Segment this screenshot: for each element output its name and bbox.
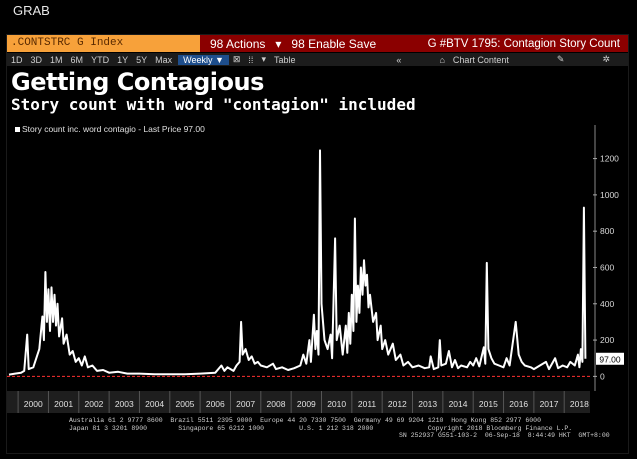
x-tick-label: 2006 — [206, 399, 225, 409]
edit-icon[interactable]: ✎ — [556, 54, 565, 64]
chart-subtitle: Story count with word "contagion" includ… — [11, 95, 416, 114]
x-tick-label: 2003 — [115, 399, 134, 409]
x-axis-background — [7, 391, 590, 413]
period-ytd[interactable]: YTD — [91, 54, 110, 65]
y-tick-label: 1000 — [600, 190, 619, 200]
y-tick-label: 800 — [600, 226, 614, 236]
compare-icon[interactable]: ⁞⁞ — [248, 54, 254, 65]
legend-label: Story count inc. word contagio - Last Pr… — [22, 124, 205, 134]
period-5y[interactable]: 5Y — [136, 54, 148, 65]
chart-title: Getting Contagious — [11, 68, 264, 96]
x-tick-label: 2008 — [267, 399, 286, 409]
x-tick-label: 2009 — [297, 399, 316, 409]
x-tick-label: 2015 — [479, 399, 498, 409]
x-tick-label: 2014 — [449, 399, 468, 409]
footer-session: SN 252937 G551-103-2 06-Sep-18 8:44:49 H… — [399, 432, 610, 439]
footer: Australia 61 2 9777 8600 Brazil 5511 239… — [7, 417, 628, 440]
collapse-icon[interactable]: « — [396, 54, 402, 65]
x-tick-label: 2018 — [570, 399, 589, 409]
command-bar: .CONTSTRC G Index 98 Actions ▾ 98 Enable… — [7, 35, 628, 52]
bloomberg-chart-frame: .CONTSTRC G Index 98 Actions ▾ 98 Enable… — [6, 34, 629, 454]
period-1m[interactable]: 1M — [50, 54, 63, 65]
x-tick-label: 2016 — [509, 399, 528, 409]
frequency-select[interactable]: Weekly ▼ — [178, 54, 229, 65]
table-button[interactable]: Table — [273, 54, 296, 65]
x-tick-label: 2013 — [418, 399, 437, 409]
footer-contacts: Australia 61 2 9777 8600 Brazil 5511 239… — [69, 417, 541, 424]
chart-svg: 2000 2001 2002 2003 2004 2005 2006 2007 2008 2009… — [7, 122, 624, 413]
x-tick-label: 2005 — [176, 399, 195, 409]
x-tick-label: 2000 — [24, 399, 43, 409]
period-3d[interactable]: 3D — [30, 54, 43, 65]
x-tick-label: 2004 — [145, 399, 164, 409]
x-tick-label: 2010 — [327, 399, 346, 409]
y-tick-label: 400 — [600, 299, 614, 309]
y-tick-label: 0 — [600, 371, 605, 381]
y-tick-label: 600 — [600, 262, 614, 272]
function-bar: 98 Actions ▾ 98 Enable Save G #BTV 1795:… — [200, 35, 628, 52]
last-price-box — [596, 352, 624, 365]
x-tick-label: 2017 — [540, 399, 559, 409]
last-price-value: 97.00 — [599, 354, 621, 364]
enable-save-button[interactable]: 98 Enable Save — [291, 36, 377, 51]
x-tick-label: 2011 — [358, 399, 377, 409]
gear-icon[interactable]: ✲ — [602, 54, 610, 64]
y-tick-label: 200 — [600, 335, 614, 345]
footer-copyright: Japan 81 3 3201 8900 Singapore 65 6212 1… — [69, 424, 573, 432]
period-max[interactable]: Max — [155, 54, 173, 65]
x-tick-label: 2002 — [84, 399, 103, 409]
chevron-down-icon[interactable]: ▾ — [275, 36, 282, 51]
chevron-down-icon[interactable]: ▾ — [261, 54, 266, 64]
x-tick-label: 2012 — [388, 399, 407, 409]
line-chart-icon[interactable]: ⊠ — [232, 54, 241, 64]
function-title: G #BTV 1795: Contagion Story Count — [427, 37, 620, 50]
y-tick-label: 1200 — [600, 154, 619, 164]
ticker-field[interactable]: .CONTSTRC G Index — [7, 35, 200, 52]
chart-content-button[interactable]: Chart Content — [452, 54, 509, 65]
series-line — [8, 149, 587, 376]
period-6m[interactable]: 6M — [70, 54, 84, 65]
last-price-tag: 97.00 — [596, 352, 624, 365]
legend-swatch — [15, 127, 20, 132]
period-1d[interactable]: 1D — [11, 54, 23, 65]
x-tick-label: 2007 — [236, 399, 255, 409]
legend: Story count inc. word contagio - Last Pr… — [15, 124, 205, 134]
actions-menu[interactable]: 98 Actions — [210, 36, 266, 51]
window-title: GRAB — [13, 3, 50, 18]
x-tick-label: 2001 — [54, 399, 73, 409]
chart-toolbar: 1D 3D 1M 6M YTD 1Y 5Y Max Weekly ▼ ⊠ ⁞⁞ … — [7, 53, 628, 66]
x-axis-band: 2000 2001 2002 2003 2004 2005 2006 2007 2008 2009… — [7, 391, 590, 413]
chart-icon[interactable]: ⌂ — [439, 54, 445, 65]
y-axis: 0 200 400 600 800 1000 1200 — [593, 125, 619, 391]
period-1y[interactable]: 1Y — [117, 54, 129, 65]
